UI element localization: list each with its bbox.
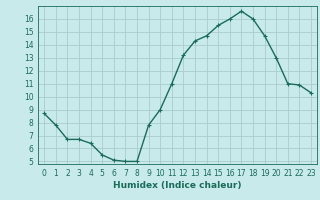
X-axis label: Humidex (Indice chaleur): Humidex (Indice chaleur) — [113, 181, 242, 190]
